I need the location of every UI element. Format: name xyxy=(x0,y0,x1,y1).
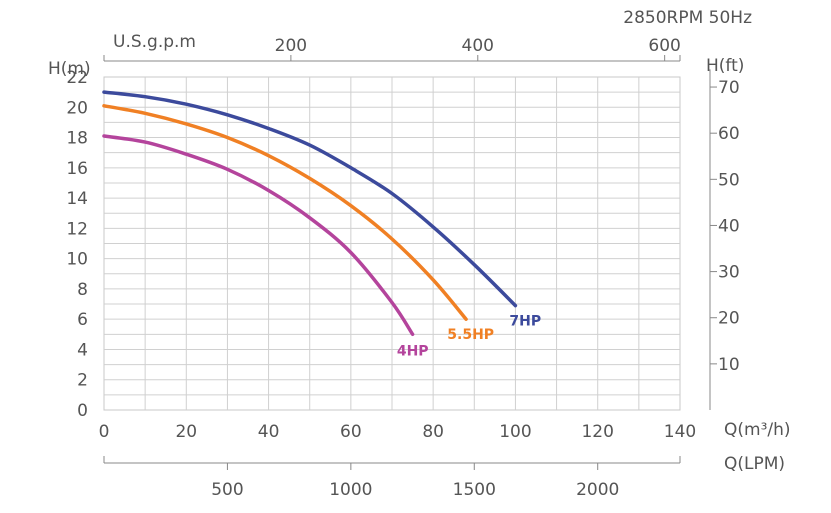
curves: 7HP 5.5HP 4HP xyxy=(102,90,541,359)
series-line-5-5hp xyxy=(102,104,468,321)
y-tick-label: 12 xyxy=(66,219,88,239)
y-tick-label: 22 xyxy=(66,68,88,88)
top-axis-tick-label: 200 xyxy=(275,36,307,56)
bottom-axis-tick-label: 500 xyxy=(211,480,243,500)
x-tick-label: 0 xyxy=(99,422,110,442)
y-tick-label: 4 xyxy=(77,340,88,360)
axes: 0 2 4 6 8 10 12 14 16 18 20 22 0 20 40 60 80 100 120 140 200… xyxy=(66,36,739,500)
chart-title: 2850RPM 50Hz xyxy=(623,8,752,28)
y-tick-label: 20 xyxy=(66,98,88,118)
series-label-5-5hp: 5.5HP xyxy=(447,327,494,343)
y-tick-label: 8 xyxy=(77,280,88,300)
y-tick-label: 10 xyxy=(66,250,88,270)
series-label-4hp: 4HP xyxy=(397,343,429,359)
x-axis-label: Q(m³/h) xyxy=(724,420,791,440)
bottom-axis-tick-label: 2000 xyxy=(576,480,619,500)
y-tick-label: 6 xyxy=(77,310,88,330)
bottom-axis-tick-label: 1000 xyxy=(329,480,372,500)
x-tick-label: 40 xyxy=(258,422,280,442)
gridlines xyxy=(104,77,680,410)
y-tick-label: 14 xyxy=(66,189,88,209)
y-tick-label: 0 xyxy=(77,401,88,421)
x-tick-label: 140 xyxy=(664,422,696,442)
right-axis-label: H(ft) xyxy=(706,56,744,76)
bottom-axis-label: Q(LPM) xyxy=(724,454,785,474)
right-axis-tick-label: 30 xyxy=(718,263,740,283)
y-axis-label: H(m) xyxy=(48,59,91,79)
x-tick-label: 60 xyxy=(340,422,362,442)
top-axis-tick-label: 600 xyxy=(648,36,680,56)
right-axis-tick-label: 50 xyxy=(718,170,740,190)
x-tick-label: 120 xyxy=(581,422,613,442)
right-axis-tick-label: 10 xyxy=(718,355,740,375)
right-axis-tick-label: 70 xyxy=(718,78,740,98)
right-axis-tick-label: 60 xyxy=(718,124,740,144)
series-line-4hp xyxy=(102,134,415,337)
x-tick-label: 100 xyxy=(499,422,531,442)
x-tick-label: 20 xyxy=(175,422,197,442)
right-axis-tick-label: 40 xyxy=(718,216,740,236)
bottom-axis-tick-label: 1500 xyxy=(453,480,496,500)
series-label-7hp: 7HP xyxy=(509,314,541,330)
y-tick-label: 16 xyxy=(66,159,88,179)
top-axis-label: U.S.g.p.m xyxy=(113,32,196,52)
series-line-7hp xyxy=(102,90,518,308)
top-axis-tick-label: 400 xyxy=(462,36,494,56)
x-tick-label: 80 xyxy=(422,422,444,442)
right-axis-tick-label: 20 xyxy=(718,309,740,329)
y-tick-label: 18 xyxy=(66,129,88,149)
y-tick-label: 2 xyxy=(77,371,88,391)
